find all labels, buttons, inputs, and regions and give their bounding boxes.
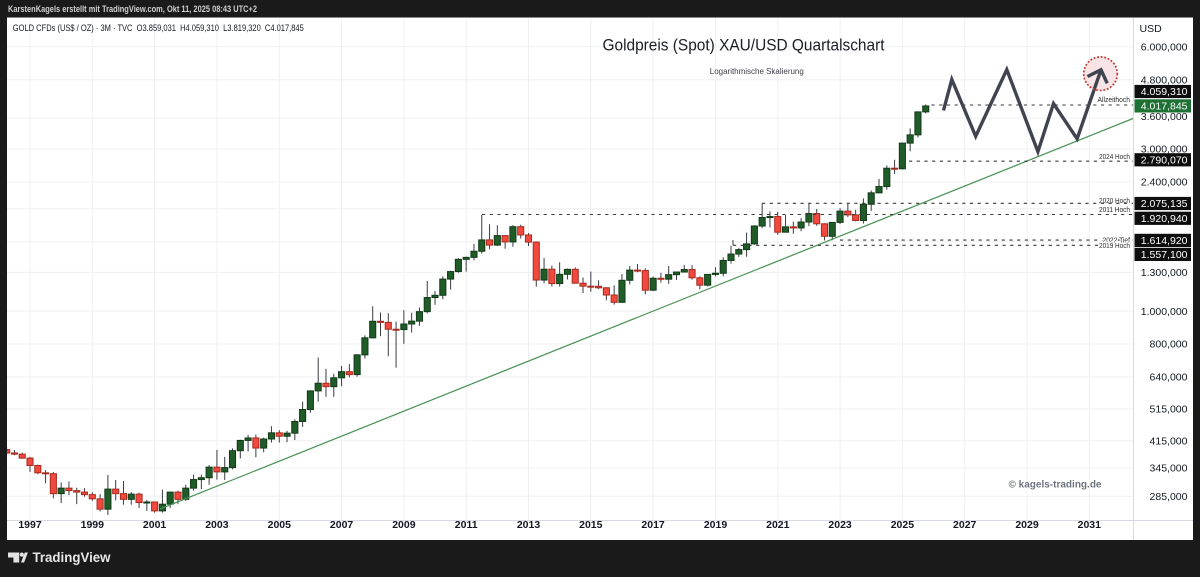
svg-text:2025: 2025 [891, 519, 915, 531]
svg-text:2020 Hoch: 2020 Hoch [1099, 196, 1130, 205]
svg-text:2027: 2027 [953, 519, 977, 531]
svg-text:2009: 2009 [392, 519, 416, 531]
svg-text:1.614,920: 1.614,920 [1141, 235, 1188, 247]
svg-text:© kagels-trading.de: © kagels-trading.de [1009, 478, 1102, 490]
svg-text:Logarithmische Skalierung: Logarithmische Skalierung [710, 66, 804, 76]
svg-text:4.059,310: 4.059,310 [1141, 86, 1188, 98]
svg-text:4.800,000: 4.800,000 [1141, 74, 1188, 86]
svg-text:2015: 2015 [579, 519, 603, 531]
svg-text:800,000: 800,000 [1150, 339, 1188, 351]
svg-text:1.300,000: 1.300,000 [1141, 267, 1188, 279]
svg-text:1.000,000: 1.000,000 [1141, 306, 1188, 318]
svg-text:4.017,845: 4.017,845 [1141, 101, 1188, 113]
svg-text:285,000: 285,000 [1150, 491, 1188, 503]
svg-text:515,000: 515,000 [1150, 404, 1188, 416]
svg-text:2019: 2019 [704, 519, 728, 531]
svg-text:1.920,940: 1.920,940 [1141, 213, 1188, 225]
svg-text:3.600,000: 3.600,000 [1141, 111, 1188, 123]
svg-text:KarstenKagels erstellt mit Tra: KarstenKagels erstellt mit TradingView.c… [8, 4, 257, 14]
svg-text:Goldpreis (Spot) XAU/USD Quart: Goldpreis (Spot) XAU/USD Quartalschart [603, 37, 885, 55]
svg-text:2024 Hoch: 2024 Hoch [1099, 152, 1130, 161]
svg-text:415,000: 415,000 [1150, 436, 1188, 448]
svg-text:640,000: 640,000 [1150, 372, 1188, 384]
svg-text:USD: USD [1140, 23, 1163, 35]
svg-text:2.075,135: 2.075,135 [1141, 198, 1188, 210]
svg-text:345,000: 345,000 [1150, 463, 1188, 475]
svg-text:2003: 2003 [205, 519, 229, 531]
svg-text:1.557,100: 1.557,100 [1141, 249, 1188, 261]
svg-text:2019 Hoch: 2019 Hoch [1099, 241, 1130, 250]
svg-text:2031: 2031 [1078, 519, 1102, 531]
svg-text:2021: 2021 [766, 519, 790, 531]
svg-text:3.000,000: 3.000,000 [1141, 144, 1188, 156]
svg-text:2017: 2017 [641, 519, 665, 531]
svg-text:2007: 2007 [330, 519, 354, 531]
svg-text:6.000,000: 6.000,000 [1141, 42, 1188, 54]
svg-text:2.790,070: 2.790,070 [1141, 155, 1188, 167]
svg-text:2013: 2013 [517, 519, 541, 531]
svg-text:2023: 2023 [828, 519, 852, 531]
svg-text:1997: 1997 [18, 519, 42, 531]
svg-text:Allzeithoch: Allzeithoch [1098, 95, 1131, 104]
svg-text:1999: 1999 [81, 519, 105, 531]
svg-text:2005: 2005 [268, 519, 292, 531]
svg-text:2011: 2011 [455, 519, 478, 531]
svg-text:TradingView: TradingView [33, 550, 111, 565]
svg-text:2.400,000: 2.400,000 [1141, 177, 1188, 189]
svg-text:2001: 2001 [143, 519, 167, 531]
svg-text:2022 Tief: 2022 Tief [1103, 236, 1131, 245]
svg-text:2011 Hoch: 2011 Hoch [1099, 205, 1130, 214]
svg-text:2029: 2029 [1015, 519, 1039, 531]
svg-text:GOLD CFDs (US$ / OZ) · 3M · TV: GOLD CFDs (US$ / OZ) · 3M · TVC O3.859,0… [13, 23, 304, 34]
